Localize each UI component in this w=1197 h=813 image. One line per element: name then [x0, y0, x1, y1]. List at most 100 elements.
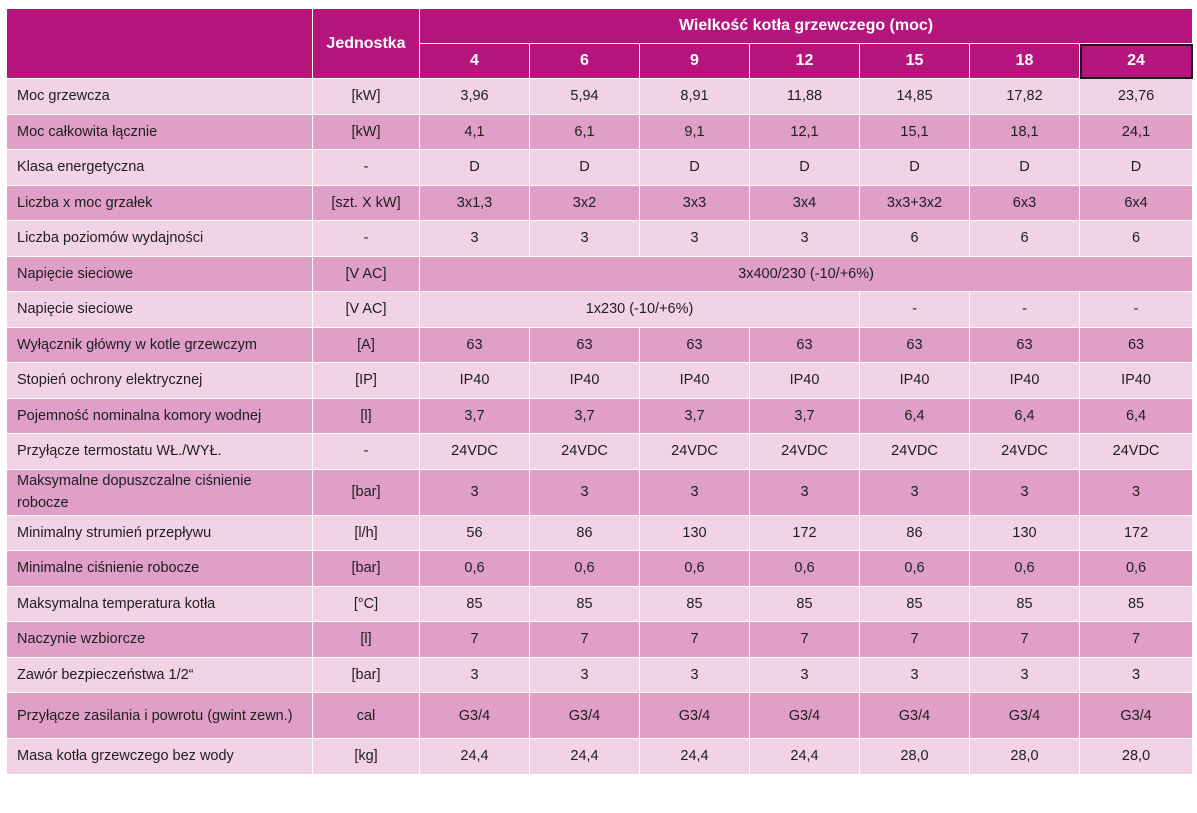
value-cell: 85 [749, 585, 860, 622]
value-cell: G3/4 [529, 692, 640, 739]
row-label: Masa kotła grzewczego bez wody [6, 738, 313, 775]
row-label: Napięcie sieciowe [6, 291, 313, 328]
value-cell: 3,7 [749, 397, 860, 434]
value-cell: 63 [859, 326, 970, 363]
value-cell: D [639, 149, 750, 186]
value-cell: D [419, 149, 530, 186]
value-cell: 9,1 [639, 113, 750, 150]
value-cell: D [529, 149, 640, 186]
value-cell: 0,6 [529, 550, 640, 587]
value-cell: 24,4 [749, 738, 860, 775]
value-cell: 24,1 [1078, 113, 1194, 150]
value-cell: 63 [529, 326, 640, 363]
value-cell: 28,0 [969, 738, 1080, 775]
value-cell: - [1078, 291, 1194, 328]
value-cell: 130 [969, 514, 1080, 551]
value-cell: 0,6 [419, 550, 530, 587]
table-row: Liczba poziomów wydajności -3 3 3 3 6 6 6 [6, 220, 1194, 257]
value-cell: 0,6 [639, 550, 750, 587]
value-cell: 12,1 [749, 113, 860, 150]
value-cell: 85 [1078, 585, 1194, 622]
row-label: Liczba poziomów wydajności [6, 220, 313, 257]
value-cell: 0,6 [1078, 550, 1194, 587]
value-cell: 6,4 [859, 397, 970, 434]
unit-cell: [l] [312, 621, 420, 658]
value-cell: 7 [1078, 621, 1194, 658]
value-cell: 3 [419, 468, 530, 516]
value-cell: 15,1 [859, 113, 970, 150]
value-cell: D [859, 149, 970, 186]
table-row: Pojemność nominalna komory wodnej [l] 3,7 3… [6, 397, 1194, 434]
value-cell: 28,0 [1078, 738, 1194, 775]
boiler-spec-table: Jednostka Wielkość kotła grzewczego (moc… [6, 8, 1194, 775]
row-label: Przyłącze zasilania i powrotu (gwint zew… [6, 692, 313, 739]
row-label: Zawór bezpieczeństwa 1/2“ [6, 656, 313, 693]
value-cell: 8,91 [639, 78, 750, 115]
value-cell: 6 [859, 220, 970, 257]
value-cell: 3 [859, 468, 970, 516]
value-cell: 24,4 [419, 738, 530, 775]
value-cell: 4,1 [419, 113, 530, 150]
size-group-header: Wielkość kotła grzewczego (moc) [418, 8, 1194, 44]
value-cell: 7 [419, 621, 530, 658]
value-cell: 3 [1078, 468, 1194, 516]
value-cell: 24VDC [859, 433, 970, 470]
value-cell: 7 [969, 621, 1080, 658]
value-cell: 0,6 [859, 550, 970, 587]
row-label: Przyłącze termostatu WŁ./WYŁ. [6, 433, 313, 470]
value-cell: - [859, 291, 970, 328]
value-cell: 3,7 [529, 397, 640, 434]
row-label: Minimalny strumień przepływu [6, 514, 313, 551]
value-cell: 85 [419, 585, 530, 622]
value-cell: 3 [639, 468, 750, 516]
value-cell: 3 [969, 468, 1080, 516]
value-cell: 130 [639, 514, 750, 551]
table-row: Maksymalna temperatura kotła [°C] 85 85 85 85… [6, 585, 1194, 622]
value-cell: 56 [419, 514, 530, 551]
unit-cell: [bar] [312, 550, 420, 587]
table-row: Moc całkowita łącznie [kW] 4,1 6,1 9,1 12,1 15… [6, 113, 1194, 150]
row-label: Maksymalna temperatura kotła [6, 585, 313, 622]
value-cell: G3/4 [969, 692, 1080, 739]
value-cell: G3/4 [859, 692, 970, 739]
value-cell: 24,4 [639, 738, 750, 775]
row-label: Minimalne ciśnienie robocze [6, 550, 313, 587]
size-header: 12 [749, 43, 860, 79]
value-cell: 3x3+3x2 [859, 184, 970, 221]
value-cell: 63 [419, 326, 530, 363]
value-cell: 6x3 [969, 184, 1080, 221]
value-cell: 24VDC [749, 433, 860, 470]
value-cell: 7 [749, 621, 860, 658]
unit-cell: [szt. X kW] [312, 184, 420, 221]
value-cell: 86 [529, 514, 640, 551]
table-row: Minimalny strumień przepływu [l/h] 56 86 130… [6, 514, 1194, 551]
unit-cell: - [312, 149, 420, 186]
table-row: Maksymalne dopuszczalne ciśnienie robocz… [6, 468, 1194, 516]
unit-column-header: Jednostka [312, 8, 420, 79]
value-cell: IP40 [749, 362, 860, 399]
value-cell: 3 [749, 468, 860, 516]
unit-cell: [l] [312, 397, 420, 434]
value-cell: 3 [969, 656, 1080, 693]
value-cell: 172 [749, 514, 860, 551]
value-cell: 3 [639, 220, 750, 257]
size-header: 9 [639, 43, 750, 79]
value-cell: 3x4 [749, 184, 860, 221]
row-label: Stopień ochrony elektrycznej [6, 362, 313, 399]
unit-cell: [kg] [312, 738, 420, 775]
row-label: Napięcie sieciowe [6, 255, 313, 292]
value-cell: 14,85 [859, 78, 970, 115]
table-row: Napięcie sieciowe [V AC] 1x230 (-10/+6%) - -… [6, 291, 1194, 328]
value-cell: 7 [639, 621, 750, 658]
unit-cell: - [312, 433, 420, 470]
table-header: Jednostka Wielkość kotła grzewczego (moc… [6, 8, 1194, 79]
value-cell: IP40 [1078, 362, 1194, 399]
size-header-selected[interactable]: 24 [1078, 43, 1194, 79]
value-cell: 3 [419, 220, 530, 257]
value-cell: 3 [529, 468, 640, 516]
table-row: Stopień ochrony elektrycznej [IP] IP40 IP40… [6, 362, 1194, 399]
value-cell: G3/4 [639, 692, 750, 739]
value-cell: 63 [969, 326, 1080, 363]
value-cell: 3 [529, 656, 640, 693]
unit-cell: [IP] [312, 362, 420, 399]
